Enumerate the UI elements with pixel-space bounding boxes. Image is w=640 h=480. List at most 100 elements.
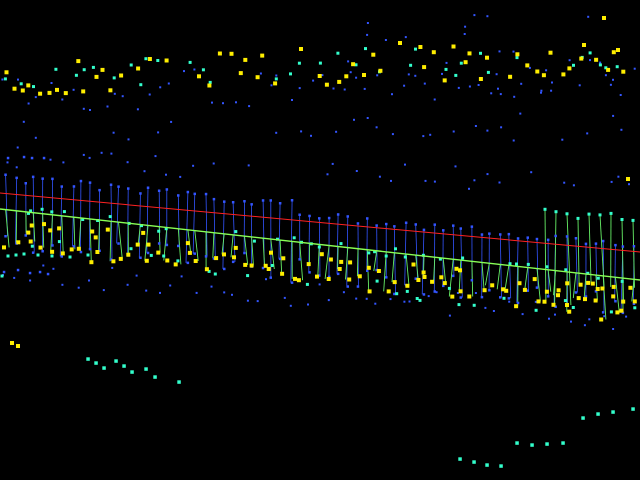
cyan-point	[405, 289, 409, 293]
blue-point	[423, 82, 426, 85]
blue-point	[157, 242, 161, 245]
blue-point	[165, 188, 169, 191]
yellow-point	[207, 83, 212, 88]
green-link	[588, 214, 592, 284]
blue-point	[448, 314, 451, 317]
blue-point	[327, 299, 330, 302]
blue-point	[528, 66, 531, 69]
cyan-point	[94, 361, 98, 365]
blue-point	[422, 135, 425, 138]
blue-point	[486, 129, 489, 132]
blue-point	[548, 317, 550, 320]
blue-point	[366, 117, 369, 119]
blue-point	[31, 175, 35, 179]
yellow-point	[430, 279, 435, 284]
cyan-point	[384, 254, 388, 258]
yellow-point	[535, 69, 540, 74]
cyan-point	[403, 255, 407, 259]
yellow-point	[392, 280, 397, 285]
yellow-point	[431, 50, 436, 55]
blue-point	[572, 184, 575, 187]
green-link	[73, 216, 76, 250]
yellow-point	[501, 287, 506, 292]
blue-point	[180, 275, 183, 278]
blue-point	[50, 82, 53, 84]
yellow-point	[632, 299, 637, 304]
blue-point	[15, 166, 18, 169]
cyan-point	[68, 255, 72, 259]
yellow-point	[156, 250, 161, 255]
yellow-point	[280, 271, 285, 276]
blue-point	[535, 286, 539, 289]
cyan-point	[40, 207, 44, 211]
blue-point	[77, 286, 80, 289]
cyan-point	[102, 366, 106, 370]
cyan-point	[50, 254, 54, 258]
blue-point	[516, 301, 520, 305]
blue-point	[136, 108, 139, 111]
blue-link	[146, 187, 149, 254]
cyan-point	[274, 77, 278, 81]
blue-point	[614, 300, 617, 303]
blue-point	[24, 234, 27, 237]
blue-point	[231, 260, 235, 264]
yellow-point	[532, 277, 537, 282]
yellow-point	[47, 90, 52, 95]
cyan-point	[486, 70, 490, 74]
cyan-point	[615, 65, 619, 69]
yellow-point	[576, 296, 581, 301]
cyan-point	[305, 282, 309, 286]
cyan-point	[86, 253, 90, 257]
blue-point	[463, 33, 466, 35]
blue-point	[62, 161, 65, 164]
cyan-point	[129, 247, 133, 251]
blue-point	[212, 257, 216, 260]
green-link	[42, 213, 45, 248]
blue-point	[374, 302, 377, 305]
blue-point	[4, 173, 7, 176]
yellow-point	[590, 281, 595, 286]
yellow-point	[319, 252, 324, 257]
blue-point	[88, 279, 90, 282]
blue-point	[127, 138, 130, 141]
yellow-point	[293, 276, 297, 281]
cyan-point	[339, 242, 343, 246]
green-link	[632, 220, 635, 288]
blue-point	[331, 162, 334, 165]
blue-point	[342, 291, 345, 294]
blue-point	[422, 293, 426, 296]
blue-point	[332, 87, 335, 90]
cyan-point	[631, 407, 635, 411]
yellow-point	[126, 252, 131, 257]
blue-point	[212, 162, 215, 165]
yellow-point	[565, 303, 569, 307]
blue-point	[614, 243, 617, 247]
blue-point	[628, 183, 630, 186]
blue-point	[250, 203, 253, 206]
blue-point	[499, 233, 502, 236]
yellow-point	[411, 262, 416, 267]
green-link	[299, 242, 304, 281]
red-reference-line	[0, 192, 640, 253]
blue-point	[82, 107, 85, 110]
blue-point	[159, 291, 161, 294]
green-link	[324, 245, 330, 280]
blue-point	[633, 67, 636, 70]
yellow-point	[263, 263, 268, 268]
cyan-point	[144, 367, 148, 371]
yellow-point	[306, 262, 311, 267]
cyan-point	[438, 257, 442, 261]
blue-point	[212, 197, 216, 201]
blue-point	[256, 300, 259, 303]
blue-point	[15, 176, 18, 180]
blue-point	[551, 81, 553, 84]
blue-point	[454, 165, 457, 168]
blue-point	[508, 300, 511, 303]
blue-point	[433, 180, 436, 183]
blue-link	[72, 186, 75, 247]
yellow-point	[260, 53, 265, 58]
blue-point	[512, 50, 515, 53]
blue-point	[480, 295, 484, 299]
cyan-point	[6, 254, 10, 258]
